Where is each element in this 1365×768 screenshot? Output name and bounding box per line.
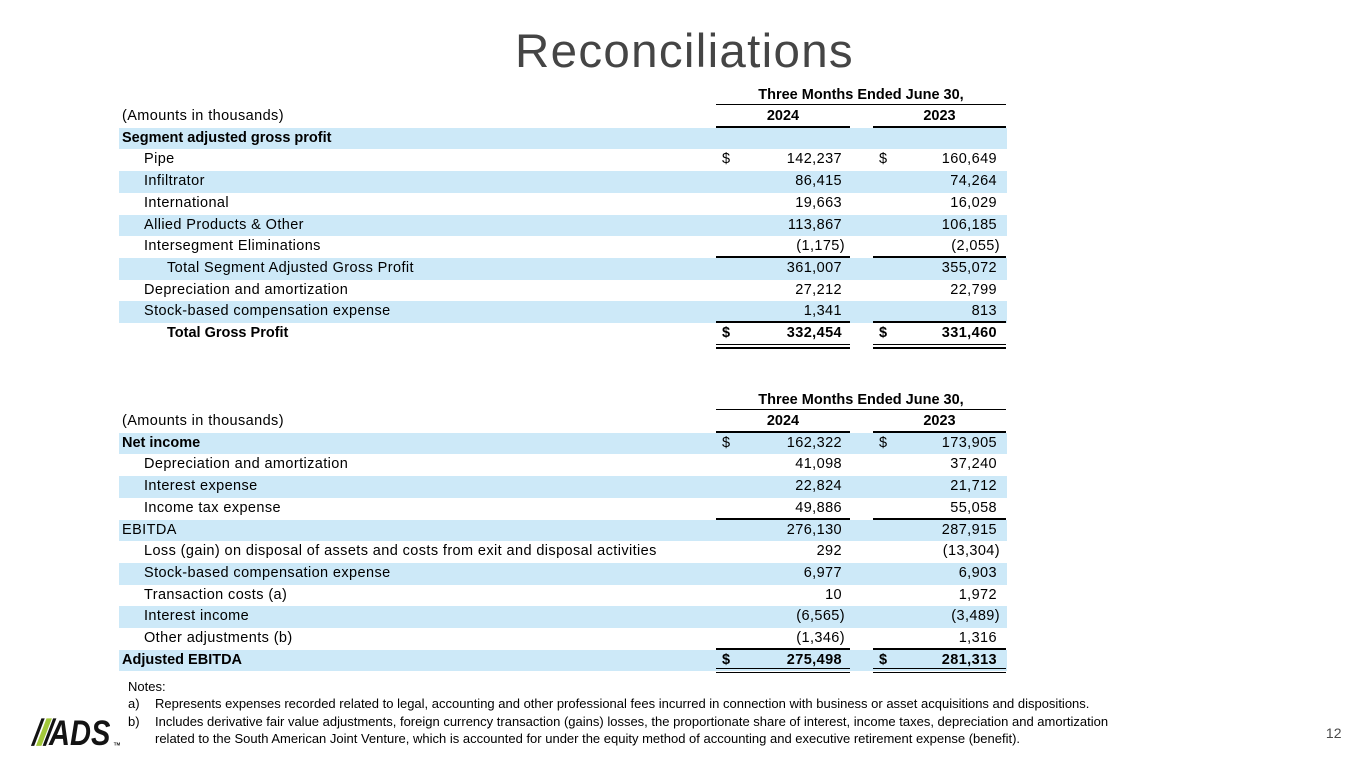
- svg-text:ADS: ADS: [48, 716, 111, 748]
- svg-text:TM: TM: [114, 742, 120, 747]
